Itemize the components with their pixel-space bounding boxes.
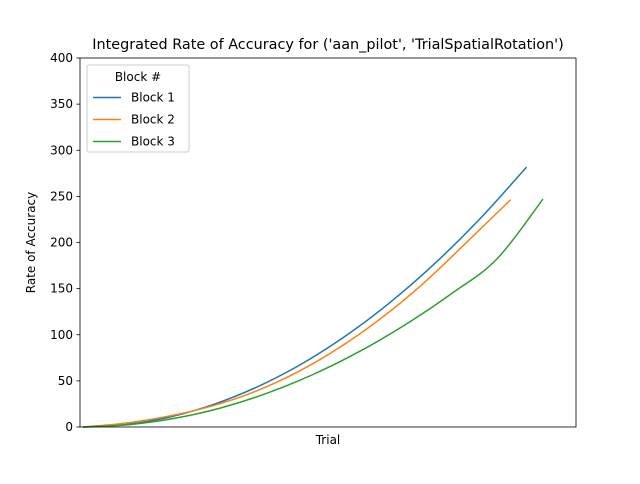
legend-frame [86, 64, 190, 153]
chart-title: Integrated Rate of Accuracy for ('aan_pi… [92, 37, 563, 53]
legend-label-block-3: Block 3 [131, 135, 175, 149]
y-tick-label: 150 [50, 282, 73, 296]
y-axis-label: Rate of Accuracy [24, 192, 38, 294]
y-tick-label: 400 [50, 51, 73, 65]
series-line-block-2 [82, 199, 512, 428]
legend: Block # Block 1 Block 2 Block 3 [86, 64, 190, 153]
y-tick-label: 200 [50, 236, 73, 250]
plot-frame [79, 57, 577, 428]
y-tick-label: 50 [58, 374, 73, 388]
x-axis-label: Trial [315, 433, 341, 447]
y-axis-ticks: 0 50 100 150 200 250 300 350 400 [50, 51, 80, 434]
legend-label-block-1: Block 1 [131, 91, 175, 105]
y-tick-label: 250 [50, 189, 73, 203]
y-tick-label: 0 [65, 420, 73, 434]
series-line-block-1 [82, 166, 528, 428]
y-tick-label: 350 [50, 97, 73, 111]
y-tick-label: 100 [50, 328, 73, 342]
series-line-block-3 [82, 198, 544, 428]
y-tick-label: 300 [50, 143, 73, 157]
legend-title: Block # [115, 70, 161, 84]
series-layer [82, 166, 544, 428]
legend-label-block-2: Block 2 [131, 113, 175, 127]
legend-entries: Block 1 Block 2 Block 3 [93, 91, 175, 149]
